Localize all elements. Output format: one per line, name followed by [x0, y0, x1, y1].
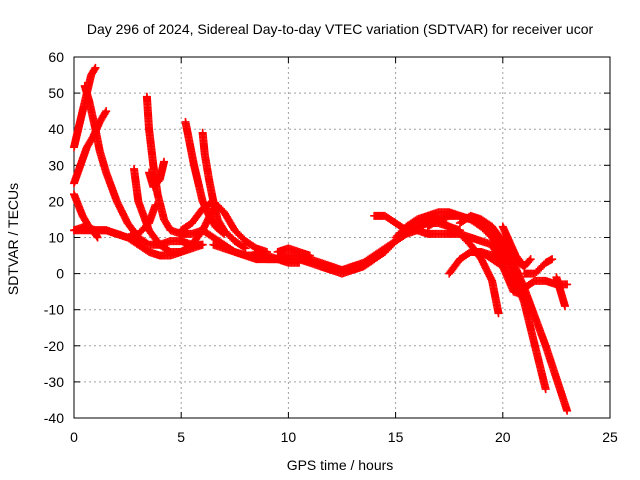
- y-tick-label: 10: [48, 230, 64, 246]
- data-point-marker: [526, 255, 535, 264]
- data-point-marker: [563, 406, 572, 415]
- series-arc-3: [80, 81, 207, 249]
- data-point-marker: [198, 240, 207, 249]
- x-tick-label: 0: [70, 429, 78, 445]
- data-point-marker: [102, 107, 111, 116]
- y-tick-label: -10: [44, 302, 64, 318]
- data-point-marker: [160, 157, 169, 166]
- series-arc-17: [273, 244, 314, 260]
- y-tick-label: 30: [48, 157, 64, 173]
- data-point-marker: [494, 309, 503, 318]
- x-tick-label: 5: [177, 429, 185, 445]
- data-point-marker: [548, 255, 557, 264]
- y-tick-label: -20: [44, 338, 64, 354]
- series-arc-28: [520, 255, 557, 278]
- data-point-marker: [525, 256, 534, 265]
- x-tick-label: 15: [388, 429, 404, 445]
- data-point-marker: [563, 280, 572, 289]
- y-tick-label: -30: [44, 374, 64, 390]
- series-arc-18: [316, 219, 464, 278]
- y-tick-label: 40: [48, 121, 64, 137]
- y-axis-label: SDTVAR / TECUs: [5, 183, 21, 295]
- x-tick-label: 20: [495, 429, 511, 445]
- plot-area: [70, 63, 572, 415]
- y-tick-label: 60: [48, 49, 64, 65]
- y-tick-label: 50: [48, 85, 64, 101]
- x-tick-label: 10: [281, 429, 297, 445]
- y-tick-label: -40: [44, 410, 64, 426]
- data-point-marker: [560, 302, 569, 311]
- series-arc-13: [177, 197, 271, 256]
- series-arc-11: [181, 117, 229, 238]
- ticks: 0 5 10 15 20 25 60 50 40 30 20 10 0 -10 -20 -30 -40: [44, 49, 618, 445]
- series-arc-26: [488, 240, 529, 300]
- data-point-marker: [520, 291, 529, 300]
- data-point-marker: [101, 108, 110, 117]
- data-point-marker: [241, 244, 250, 253]
- series-arc-27: [498, 222, 535, 271]
- data-point-marker: [91, 63, 100, 72]
- chart-title: Day 296 of 2024, Sidereal Day-to-day VTE…: [87, 21, 594, 37]
- data-point-marker: [93, 233, 102, 242]
- data-point-marker: [541, 385, 550, 394]
- data-point-marker: [295, 258, 304, 267]
- series-arc-22: [423, 211, 550, 394]
- x-tick-label: 25: [602, 429, 618, 445]
- series-arc-29: [552, 273, 569, 311]
- data-point-marker: [239, 243, 248, 252]
- y-tick-label: 20: [48, 193, 64, 209]
- series-arc-10: [145, 157, 169, 191]
- y-tick-label: 0: [56, 266, 64, 282]
- x-axis-label: GPS time / hours: [287, 457, 394, 473]
- data-point-marker: [305, 251, 314, 260]
- data-point-marker: [90, 65, 99, 74]
- series-arc-6: [70, 201, 160, 242]
- series-arc-16: [252, 247, 304, 267]
